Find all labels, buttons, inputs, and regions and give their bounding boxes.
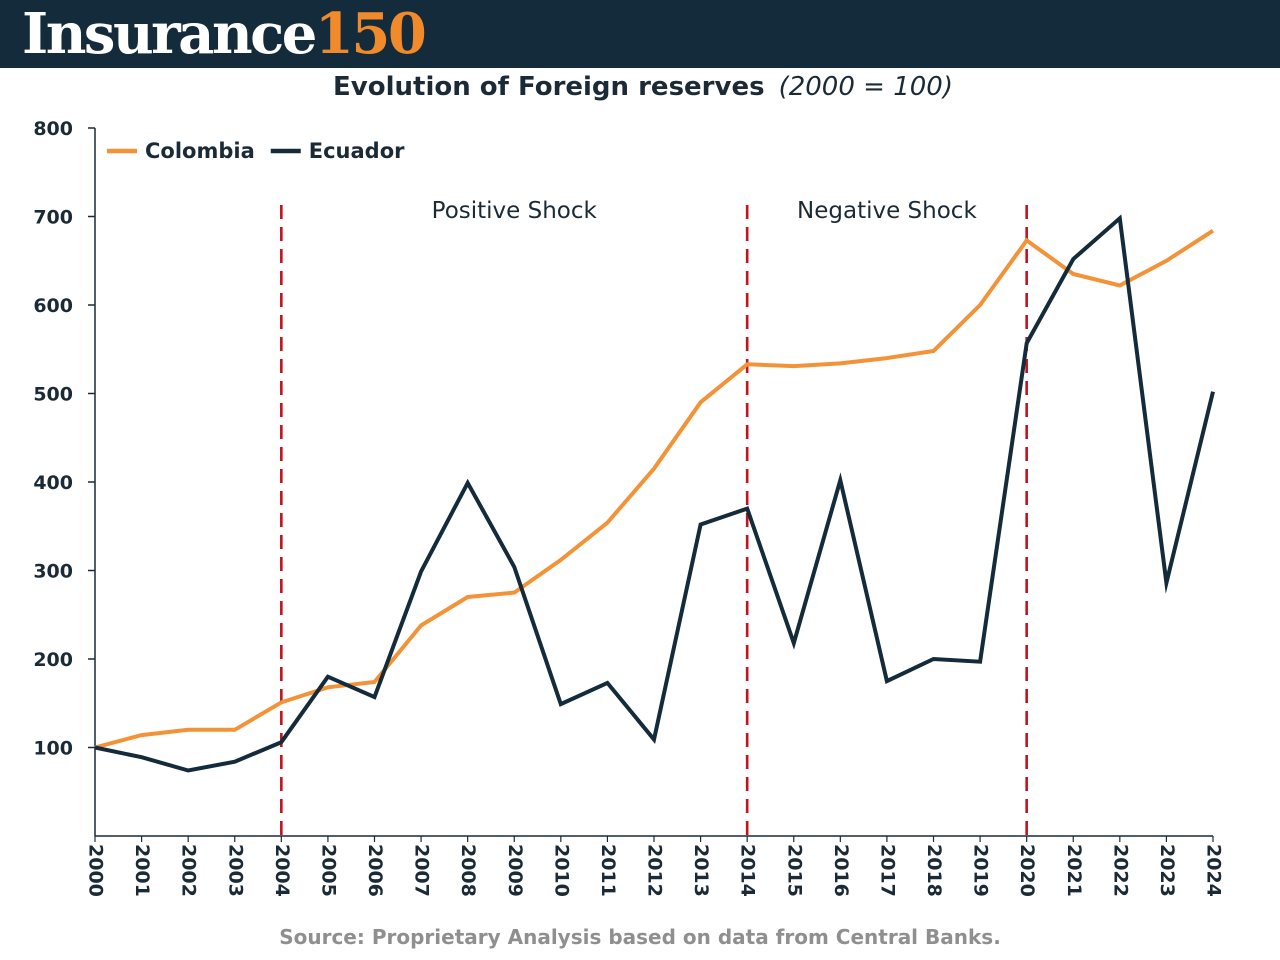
x-tick-label: 2006: [364, 844, 386, 897]
shock-annotation: Negative Shock: [797, 198, 977, 224]
y-tick-label: 600: [33, 295, 73, 317]
x-tick-label: 2022: [1109, 844, 1131, 897]
brand-logo: Insurance150: [22, 1, 427, 67]
y-tick-label: 800: [33, 118, 73, 140]
series-line-ecuador: [94, 214, 1215, 773]
x-tick-label: 2017: [876, 844, 898, 897]
logo-number: 150: [314, 1, 427, 67]
chart-title: Evolution of Foreign reserves (2000 = 100…: [0, 72, 1280, 102]
legend-label: Ecuador: [309, 139, 405, 163]
x-tick-label: 2019: [970, 844, 992, 897]
chart-title-main: Evolution of Foreign reserves: [333, 72, 765, 102]
x-tick-label: 2021: [1063, 844, 1085, 897]
x-tick-label: 2020: [1016, 844, 1038, 897]
x-tick-label: 2003: [224, 844, 246, 897]
x-tick-label: 2002: [178, 844, 200, 897]
x-tick-label: 2023: [1156, 844, 1178, 897]
y-tick-label: 300: [33, 561, 73, 583]
x-tick-label: 2001: [131, 844, 153, 897]
x-tick-label: 2011: [597, 844, 619, 897]
x-tick-label: 2018: [923, 844, 945, 897]
header-bar: Insurance150: [0, 0, 1280, 68]
x-tick-label: 2016: [830, 844, 852, 897]
y-tick-label: 100: [33, 738, 73, 760]
x-tick-label: 2014: [737, 844, 759, 897]
logo-word: Insurance: [22, 1, 317, 67]
source-note: Source: Proprietary Analysis based on da…: [279, 925, 1001, 949]
x-tick-label: 2015: [783, 844, 805, 897]
x-tick-label: 2013: [690, 844, 712, 897]
y-tick-label: 400: [33, 472, 73, 494]
x-tick-label: 2005: [317, 844, 339, 897]
x-tick-label: 2024: [1203, 844, 1225, 897]
legend-label: Colombia: [145, 139, 255, 163]
y-tick-label: 700: [33, 207, 73, 229]
x-tick-label: 2010: [550, 844, 572, 897]
x-tick-label: 2007: [411, 844, 433, 897]
y-tick-label: 200: [33, 649, 73, 671]
x-tick-label: 2008: [457, 844, 479, 897]
series-line-colombia: [94, 229, 1215, 750]
x-tick-label: 2004: [271, 844, 293, 897]
y-tick-label: 500: [33, 384, 73, 406]
x-tick-label: 2012: [644, 844, 666, 897]
shock-annotation: Positive Shock: [432, 198, 598, 224]
x-tick-label: 2000: [85, 844, 107, 897]
x-tick-label: 2009: [504, 844, 526, 897]
chart-subtitle: (2000 = 100): [778, 72, 953, 102]
